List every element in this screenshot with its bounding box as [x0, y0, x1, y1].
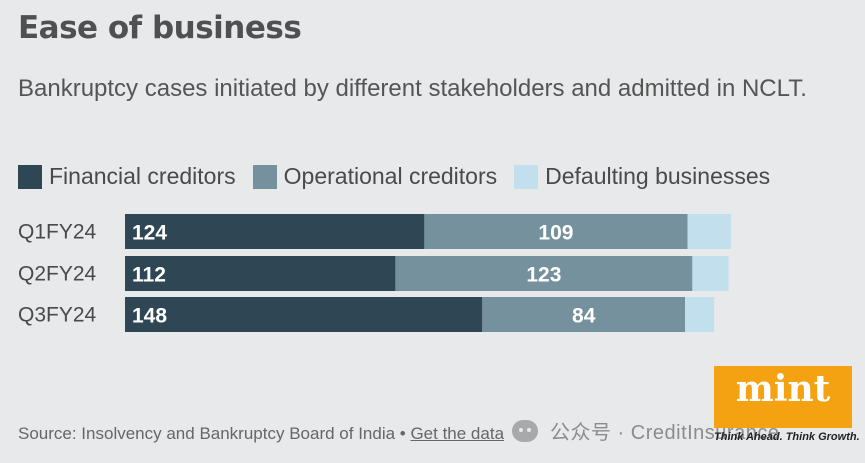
- bar-value-label: 109: [538, 222, 573, 245]
- logo-tagline: Think Ahead. Think Growth.: [714, 431, 860, 443]
- bar-segment: [125, 256, 396, 291]
- get-the-data-link[interactable]: Get the data: [410, 424, 505, 443]
- bar-segment: [687, 214, 731, 249]
- mint-logo: mint: [714, 366, 852, 428]
- chart-title: Ease of business: [18, 10, 302, 46]
- bar-segment: [395, 256, 693, 291]
- legend-swatch-operational: [252, 164, 277, 189]
- bar-segment: [125, 297, 483, 332]
- chart-subtitle: Bankruptcy cases initiated by different …: [18, 75, 807, 102]
- bar-value-label: 124: [132, 222, 167, 245]
- source-note: Source: Insolvency and Bankruptcy Board …: [18, 424, 504, 444]
- legend-swatch-defaulting: [514, 164, 539, 189]
- source-text: Source: Insolvency and Bankruptcy Board …: [18, 424, 411, 443]
- legend-item-operational: Operational creditors: [252, 163, 498, 190]
- legend-swatch-financial: [18, 164, 42, 189]
- bar-segment: [685, 297, 715, 332]
- bar-segment: [692, 256, 729, 291]
- legend-item-financial: Financial creditors: [18, 163, 236, 190]
- category-label: Q3FY24: [18, 304, 97, 327]
- legend-label-defaulting: Defaulting businesses: [545, 163, 771, 189]
- legend-item-defaulting: Defaulting businesses: [514, 163, 770, 190]
- bar-value-label: 112: [132, 264, 166, 287]
- category-label: Q1FY24: [18, 221, 97, 244]
- legend-label-financial: Financial creditors: [49, 163, 236, 189]
- bar-value-label: 123: [526, 264, 561, 287]
- bar-segment: [424, 214, 688, 249]
- bar-segment: [125, 214, 425, 249]
- wechat-icon: [512, 419, 538, 442]
- bar-value-label: 84: [572, 305, 596, 328]
- category-label: Q2FY24: [18, 263, 97, 286]
- legend-label-operational: Operational creditors: [283, 163, 498, 189]
- legend: Financial creditors Operational creditor…: [18, 163, 787, 190]
- bar-segment: [482, 297, 686, 332]
- bar-value-label: 148: [132, 305, 167, 328]
- logo-word: mint: [735, 368, 831, 410]
